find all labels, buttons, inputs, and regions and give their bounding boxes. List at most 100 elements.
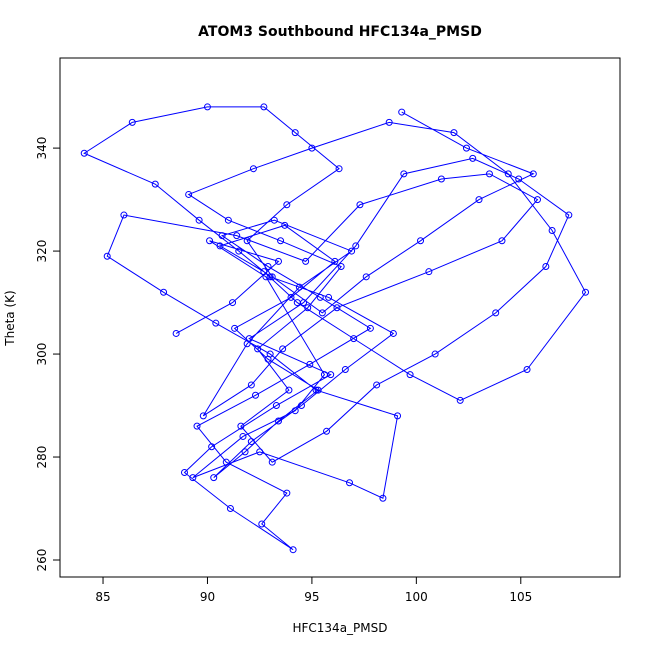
data-point [247,381,255,389]
data-point [268,458,276,466]
data-point [437,175,445,183]
x-tick-label: 90 [200,590,215,604]
data-line [83,106,587,551]
data-point [389,329,397,337]
data-point [331,257,339,265]
data-point [260,103,268,111]
data-point [274,417,282,425]
data-point [274,257,282,265]
data-point [212,319,220,327]
data-point [316,293,324,301]
data-point [233,232,241,240]
data-point [394,412,402,420]
data-point [229,299,237,307]
data-point [128,118,136,126]
data-point [542,263,550,271]
x-tick-label: 95 [304,590,319,604]
data-point [337,263,345,271]
data-point [189,474,197,482]
data-point [285,386,293,394]
data-point [366,324,374,332]
data-point [318,309,326,317]
data-point [406,371,414,379]
data-point [268,273,276,281]
x-tick-label: 85 [95,590,110,604]
data-point [193,422,201,430]
data-point [226,505,234,513]
data-point [425,268,433,276]
data-point [398,108,406,116]
data-point [270,216,278,224]
data-point [352,242,360,250]
data-point [400,170,408,178]
data-point [237,422,245,430]
data-point [523,366,531,374]
data-point [417,237,425,245]
data-point [208,443,216,451]
data-point [80,149,88,157]
data-point [346,479,354,487]
data-point [295,283,303,291]
data-point [195,216,203,224]
data-point [180,468,188,476]
data-point [327,371,335,379]
y-tick-label: 300 [35,343,49,366]
data-point [306,360,314,368]
data-point [283,489,291,497]
y-tick-label: 280 [35,446,49,469]
data-point [289,546,297,554]
plot-frame [59,57,621,578]
data-point [356,201,364,209]
data-point [323,427,331,435]
data-point [245,335,253,343]
data-point [362,273,370,281]
data-point [185,190,193,198]
data-point [291,407,299,415]
data-point [272,402,280,410]
data-point [504,170,512,178]
data-point [314,386,322,394]
data-point [172,329,180,337]
data-point [151,180,159,188]
data-point [348,247,356,255]
y-axis-label: Theta (K) [3,290,17,346]
data-point [475,196,483,204]
data-point [264,355,272,363]
data-point [103,252,111,260]
data-point [281,221,289,229]
data-point [216,242,224,250]
data-point [373,381,381,389]
data-point [312,386,320,394]
data-point [241,448,249,456]
chart-title: ATOM3 Southbound HFC134a_PMSD [198,24,482,40]
data-point [231,324,239,332]
y-tick-label: 320 [35,240,49,263]
data-point [291,129,299,137]
data-point [341,366,349,374]
data-point [264,263,272,271]
data-point [206,237,214,245]
data-point [287,293,295,301]
data-point [515,175,523,183]
data-point [385,118,393,126]
data-point [297,402,305,410]
data-point [293,299,301,307]
data-point [565,211,573,219]
data-point [283,201,291,209]
data-point [431,350,439,358]
data-point [498,237,506,245]
data-point [235,247,243,255]
data-point [333,304,341,312]
data-point [462,144,470,152]
data-point [302,257,310,265]
data-point [492,309,500,317]
data-point [254,345,262,353]
data-point [160,288,168,296]
data-point [120,211,128,219]
data-point [218,232,226,240]
data-point [456,396,464,404]
data-point [222,458,230,466]
y-tick-label: 340 [35,137,49,160]
data-point [279,345,287,353]
data-point [256,448,264,456]
